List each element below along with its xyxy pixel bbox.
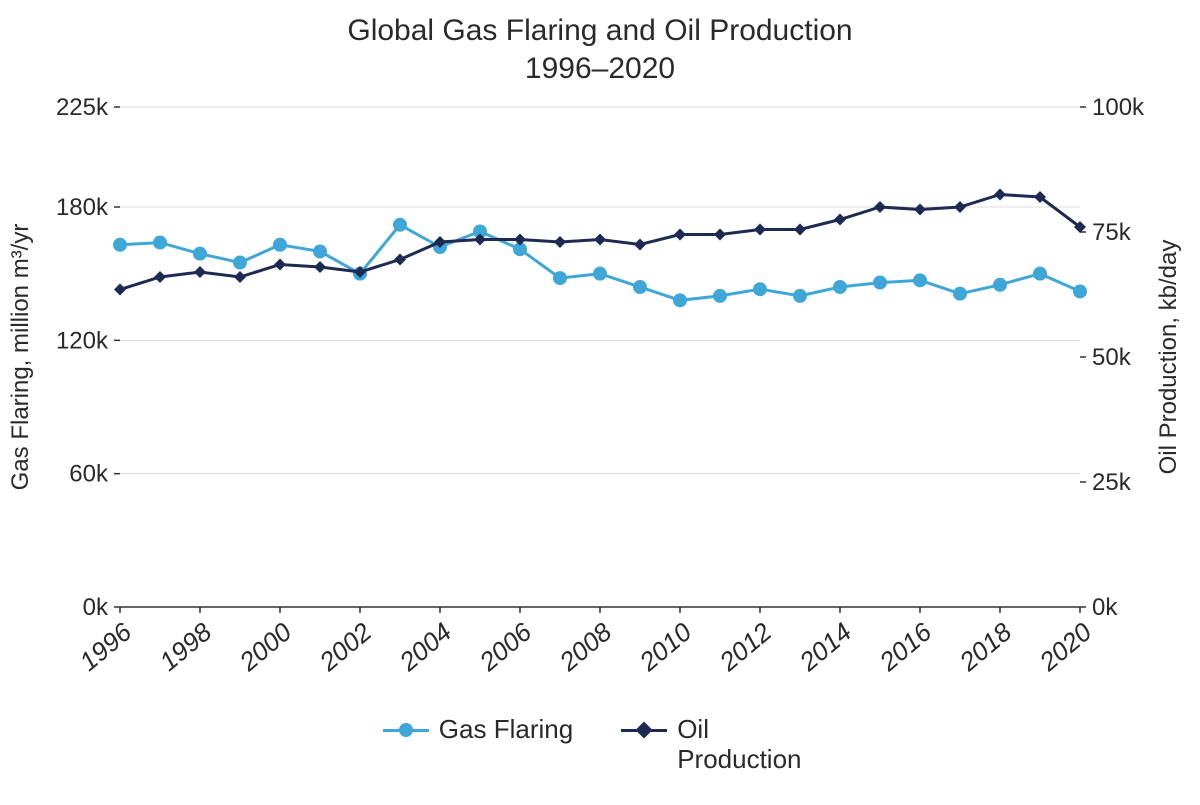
svg-text:60k: 60k [69, 461, 109, 488]
svg-text:2002: 2002 [313, 616, 378, 677]
svg-text:100k: 100k [1092, 94, 1145, 121]
svg-text:2010: 2010 [633, 616, 698, 677]
chart-title-line1: Global Gas Flaring and Oil Production [0, 12, 1200, 50]
chart-legend: Gas Flaring Oil Production [0, 715, 1200, 775]
svg-text:75k: 75k [1092, 219, 1132, 246]
svg-text:2004: 2004 [393, 617, 457, 678]
svg-text:1998: 1998 [154, 616, 218, 677]
svg-text:Gas Flaring, million m³/yr: Gas Flaring, million m³/yr [7, 224, 34, 491]
svg-text:180k: 180k [56, 194, 109, 221]
legend-swatch-oil-production [621, 729, 667, 732]
legend-label-gas-flaring: Gas Flaring [439, 715, 573, 745]
svg-text:0k: 0k [1092, 594, 1118, 621]
svg-text:2000: 2000 [233, 616, 298, 677]
svg-text:2016: 2016 [873, 616, 938, 677]
svg-text:225k: 225k [56, 94, 109, 121]
svg-text:120k: 120k [56, 327, 109, 354]
legend-label-oil-production: Oil Production [677, 715, 817, 775]
svg-text:2020: 2020 [1033, 616, 1098, 677]
svg-text:Oil Production, kb/day: Oil Production, kb/day [1155, 240, 1182, 475]
chart-container: Global Gas Flaring and Oil Production 19… [0, 0, 1200, 805]
diamond-icon [636, 722, 653, 739]
svg-text:2014: 2014 [793, 617, 857, 678]
chart-plot: 0k 60k 120k 180k 225k 0k 25k 50k 75k 100k 1996 1998… [0, 87, 1200, 707]
chart-title-block: Global Gas Flaring and Oil Production 19… [0, 0, 1200, 87]
svg-text:25k: 25k [1092, 469, 1132, 496]
legend-item-oil-production: Oil Production [621, 715, 817, 775]
chart-title-line2: 1996–2020 [0, 50, 1200, 88]
svg-text:2008: 2008 [553, 616, 618, 677]
svg-text:50k: 50k [1092, 344, 1132, 371]
svg-text:2012: 2012 [713, 616, 778, 677]
legend-swatch-gas-flaring [383, 729, 429, 732]
svg-text:0k: 0k [83, 594, 109, 621]
svg-text:2018: 2018 [953, 616, 1018, 677]
circle-icon [399, 723, 413, 737]
legend-item-gas-flaring: Gas Flaring [383, 715, 573, 745]
svg-text:1996: 1996 [74, 616, 138, 677]
svg-text:2006: 2006 [473, 616, 538, 677]
